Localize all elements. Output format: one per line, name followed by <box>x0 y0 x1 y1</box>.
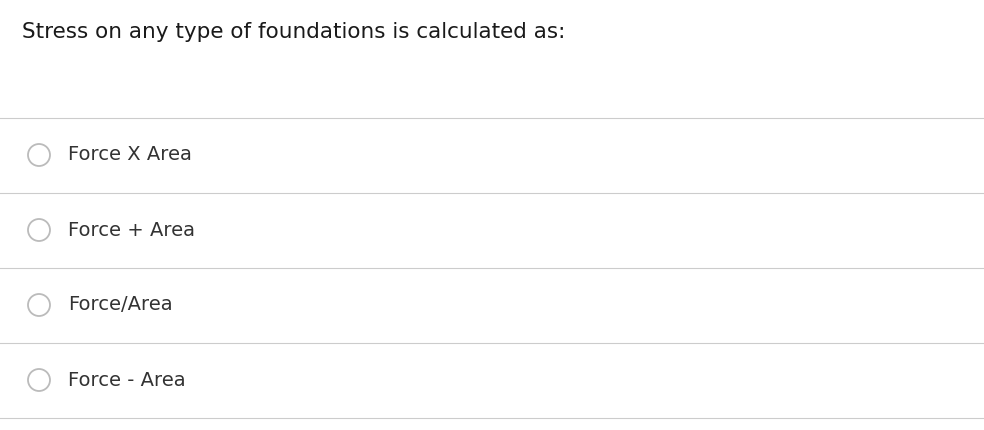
Text: Force X Area: Force X Area <box>68 145 192 165</box>
Text: Force/Area: Force/Area <box>68 295 172 314</box>
Text: Stress on any type of foundations is calculated as:: Stress on any type of foundations is cal… <box>22 22 566 42</box>
Text: Force + Area: Force + Area <box>68 221 195 240</box>
Text: Force - Area: Force - Area <box>68 371 186 390</box>
